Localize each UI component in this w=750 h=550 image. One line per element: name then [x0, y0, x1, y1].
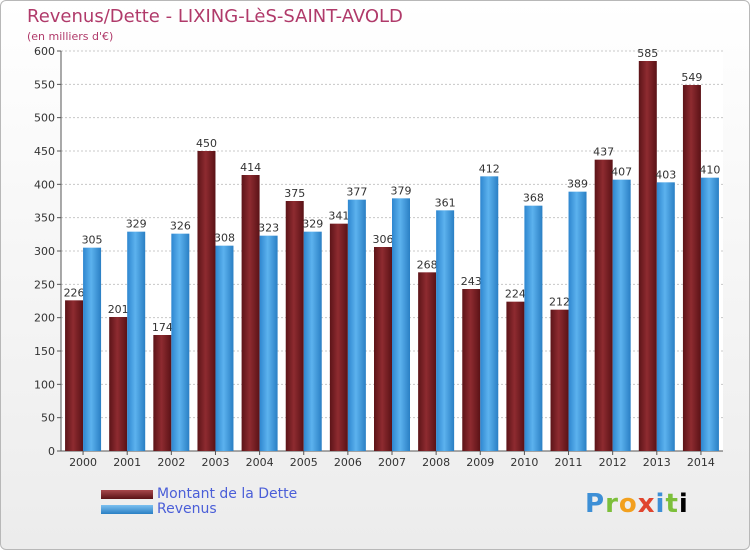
value-label-dette: 341 [328, 210, 349, 223]
bar-revenus [392, 198, 410, 451]
bar-dette [594, 159, 613, 451]
y-tick-label: 600 [34, 45, 55, 58]
bar-revenus [83, 247, 102, 451]
bar-dette [550, 309, 569, 451]
x-tick-label: 2002 [157, 456, 185, 469]
y-tick-label: 550 [34, 78, 55, 91]
value-label-dette: 549 [681, 71, 702, 84]
value-label-revenus: 407 [611, 166, 632, 179]
y-tick-label: 500 [34, 112, 55, 125]
bar-revenus [568, 191, 587, 451]
y-tick-label: 300 [34, 245, 55, 258]
y-tick-label: 50 [41, 412, 55, 425]
value-label-revenus: 410 [699, 164, 720, 177]
x-tick-label: 2008 [422, 456, 450, 469]
x-tick-label: 2007 [378, 456, 406, 469]
value-label-dette: 585 [637, 47, 658, 60]
bar-dette [638, 61, 657, 451]
x-tick-label: 2005 [290, 456, 318, 469]
bar-revenus [524, 205, 543, 451]
value-label-revenus: 326 [170, 220, 191, 233]
value-label-revenus: 403 [655, 168, 676, 181]
y-tick-label: 400 [34, 178, 55, 191]
bar-dette [418, 272, 437, 451]
x-tick-label: 2000 [69, 456, 97, 469]
y-tick-label: 200 [34, 312, 55, 325]
bar-revenus [259, 235, 278, 451]
value-label-dette: 306 [373, 233, 394, 246]
bar-dette [153, 335, 172, 451]
bar-revenus [612, 179, 631, 451]
x-tick-label: 2014 [687, 456, 715, 469]
bar-dette [285, 201, 304, 451]
value-label-revenus: 308 [214, 232, 235, 245]
value-label-dette: 224 [505, 288, 526, 301]
legend-swatch-dette [101, 490, 153, 499]
value-label-dette: 226 [64, 286, 85, 299]
value-label-revenus: 329 [126, 218, 147, 231]
x-tick-label: 2011 [555, 456, 583, 469]
x-tick-label: 2012 [599, 456, 627, 469]
value-label-dette: 450 [196, 137, 217, 150]
y-tick-label: 350 [34, 212, 55, 225]
y-tick-label: 100 [34, 378, 55, 391]
bar-dette [374, 247, 392, 451]
y-tick-label: 150 [34, 345, 55, 358]
bar-revenus [127, 231, 146, 451]
value-label-dette: 437 [593, 146, 614, 159]
value-label-dette: 212 [549, 296, 570, 309]
proxiti-logo: Proxiti [585, 489, 689, 519]
legend-label-dette: Montant de la Dette [157, 486, 298, 502]
chart-title: Revenus/Dette - LIXING-LèS-SAINT-AVOLD [27, 6, 403, 27]
value-label-dette: 375 [284, 187, 305, 200]
value-label-dette: 201 [108, 303, 129, 316]
value-label-revenus: 305 [82, 234, 103, 247]
bar-dette [65, 300, 84, 451]
bar-dette [506, 301, 525, 451]
bar-revenus [215, 245, 234, 451]
bar-dette [682, 85, 701, 451]
y-tick-label: 0 [48, 445, 55, 458]
bar-dette [462, 289, 481, 451]
x-tick-label: 2010 [510, 456, 538, 469]
legend-swatch-revenus [101, 505, 153, 514]
bar-revenus [347, 199, 366, 451]
value-label-dette: 243 [461, 275, 482, 288]
bar-dette [109, 317, 128, 451]
x-tick-label: 2001 [113, 456, 141, 469]
value-label-revenus: 361 [435, 196, 456, 209]
value-label-dette: 268 [417, 258, 438, 271]
value-label-revenus: 412 [479, 162, 500, 175]
value-label-revenus: 323 [258, 222, 279, 235]
bar-revenus [480, 176, 499, 452]
chart-subtitle: (en milliers d'€) [27, 30, 114, 43]
bar-revenus [171, 233, 190, 451]
y-tick-label: 250 [34, 278, 55, 291]
value-label-dette: 174 [152, 321, 173, 334]
x-tick-label: 2004 [246, 456, 274, 469]
value-label-dette: 414 [240, 161, 261, 174]
bar-revenus [656, 182, 675, 452]
y-tick-label: 450 [34, 145, 55, 158]
value-label-revenus: 377 [346, 186, 367, 199]
x-tick-label: 2013 [643, 456, 671, 469]
value-label-revenus: 379 [391, 184, 412, 197]
bar-revenus [303, 231, 322, 451]
bar-dette [329, 223, 348, 451]
x-tick-label: 2003 [201, 456, 229, 469]
value-label-revenus: 368 [523, 192, 544, 205]
bar-revenus [436, 210, 455, 451]
x-tick-label: 2009 [466, 456, 494, 469]
bar-dette [241, 175, 260, 451]
value-label-revenus: 329 [302, 218, 323, 231]
x-tick-label: 2006 [334, 456, 362, 469]
bar-dette [197, 151, 216, 451]
bar-revenus [700, 177, 719, 451]
legend-label-revenus: Revenus [157, 501, 217, 517]
value-label-revenus: 389 [567, 178, 588, 191]
